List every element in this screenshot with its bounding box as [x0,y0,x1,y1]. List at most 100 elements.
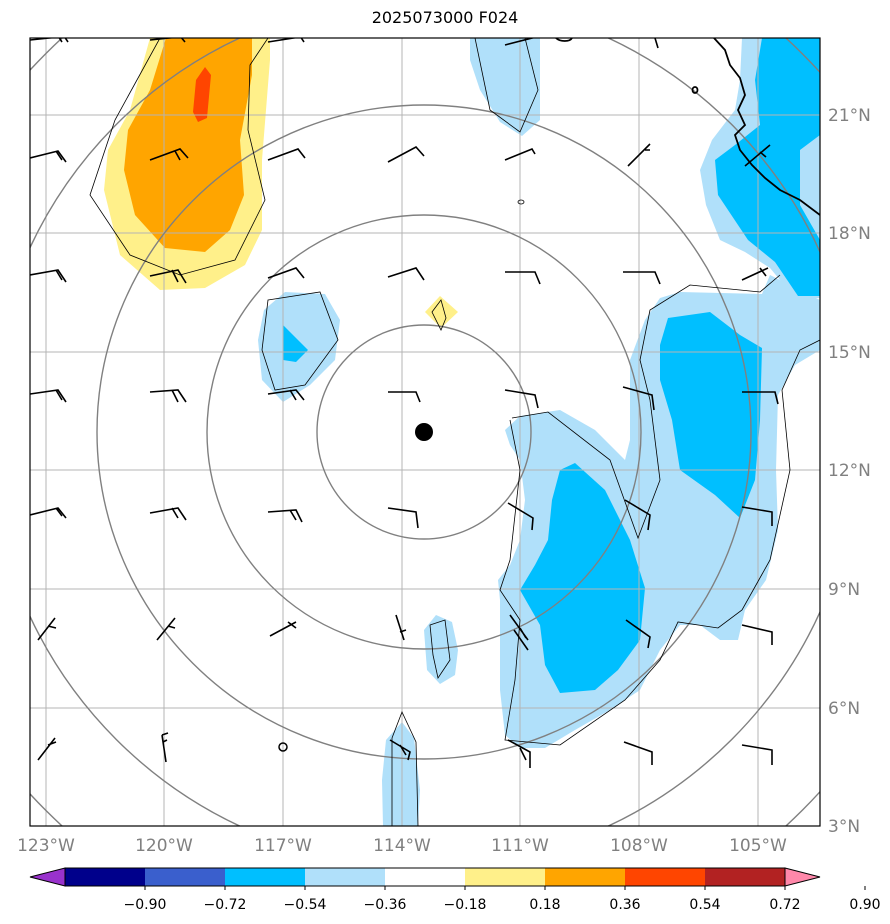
wind-barb [507,739,531,768]
positive-anomaly-strong [193,67,211,122]
colorbar-tick-label: 0.72 [769,897,800,913]
colorbar-low-extension [29,867,66,887]
wind-barb [156,617,176,641]
wind-barb [267,389,305,401]
wind-barb [267,148,306,161]
wind-barb [654,38,659,49]
colorbar-tick-label: −0.90 [124,897,167,913]
wind-barb [30,38,69,43]
colorbar-cell [65,868,146,886]
wind-barb [267,267,305,279]
positive-anomaly-small [425,296,458,328]
colorbar-tick-label: 0.54 [689,897,720,913]
lon-label: 120°W [135,836,193,856]
wind-barb [742,391,779,405]
colorbar-tick-label: −0.54 [284,897,327,913]
lat-label: 6°N [828,699,860,719]
map-frame [29,37,821,827]
lon-label: 117°W [254,836,312,856]
lat-label: 21°N [828,106,871,126]
wind-barb [269,621,297,637]
negative-anomaly-south-small [424,615,458,684]
colorbar-tick-label: −0.72 [204,897,247,913]
colorbar-cell [225,868,306,886]
lon-label: 123°W [17,836,75,856]
colorbar-tick-label: −0.36 [364,897,407,913]
wind-barb [387,507,419,529]
wind-barb [30,269,67,283]
wind-barbs [30,38,779,768]
lon-label: 111°W [491,836,549,856]
colorbar-cell [545,868,626,886]
colorbar: −0.90 −0.72 −0.54 −0.36 −0.18 0.18 0.36 0.54 0.7… [29,867,881,913]
wind-barb [389,739,411,761]
wind-barb [627,143,651,167]
storm-center-marker [415,423,433,441]
negative-anomaly-se-strong [520,463,645,693]
colorbar-tick-label: 0.18 [529,897,560,913]
range-ring-3 [96,104,752,760]
colorbar-cell [625,868,706,886]
negative-anomaly-top [470,38,540,136]
negative-anomaly-south-strip [382,722,420,826]
wind-barb [504,148,536,161]
wind-barb [149,38,186,43]
wind-barb [149,148,189,161]
wind-barb [623,271,661,285]
lat-label: 18°N [828,224,871,244]
wind-barb [161,732,169,763]
calm-wind-marker [278,742,288,752]
wind-barb [395,614,407,641]
wind-barb [149,507,187,521]
colorbar-high-extension [784,867,821,887]
wind-barb [507,502,534,531]
wind-barb [387,145,425,163]
lat-label: 12°N [828,461,871,481]
wind-barb [267,509,303,523]
negative-anomaly-ne-strong [715,38,820,296]
colorbar-tick-label: 0.90 [849,897,880,913]
wind-barb [623,741,653,765]
wind-barb [504,389,539,409]
wind-barb [37,617,57,641]
wind-barb [149,269,187,284]
latitude-labels: 21°N 18°N 15°N 12°N 9°N 6°N 3°N [828,106,871,837]
wind-barb [504,38,534,46]
lat-label: 9°N [828,580,860,600]
wind-barb [30,150,67,163]
colorbar-cell [145,868,226,886]
coastline [555,38,820,216]
lat-label: 15°N [828,343,871,363]
lon-label: 108°W [610,836,668,856]
wind-barb [625,619,651,649]
positive-anomaly-medium [124,38,252,252]
negative-anomaly-east-strong [660,312,762,518]
longitude-labels: 123°W 120°W 117°W 114°W 111°W 108°W 105°… [17,836,787,856]
colorbar-cell [305,868,386,886]
graticule [30,38,820,826]
wind-barb [509,614,529,651]
lon-label: 105°W [729,836,787,856]
wind-barb [149,389,187,403]
wind-barb [30,389,67,403]
contour-lines [89,38,820,826]
colorbar-cell [705,868,786,886]
wind-barb [622,386,655,411]
wind-barb [741,744,773,765]
colorbar-tick-label: −0.18 [444,897,487,913]
wind-barb [505,271,541,285]
lon-label: 114°W [373,836,431,856]
wind-barb [624,499,651,531]
wind-barb [267,38,305,43]
colorbar-cell [385,868,466,886]
colorbar-tick-label: 0.36 [609,897,640,913]
lat-label: 3°N [828,817,860,837]
wind-barb [30,507,67,519]
wind-barb [387,267,425,281]
wind-barb [741,267,769,281]
range-ring-2 [206,214,642,650]
map-title: 2025073000 F024 [371,8,519,27]
